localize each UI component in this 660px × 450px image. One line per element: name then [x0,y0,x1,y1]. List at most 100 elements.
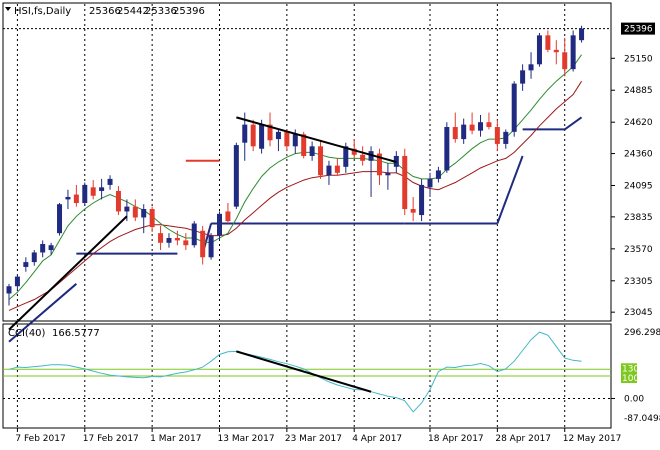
candle-body-up [191,223,197,246]
candle-body-down [376,153,382,176]
trendline [8,215,128,331]
candle-body-down [486,122,492,128]
cci-min-label: -87.0498 [624,414,660,424]
candle-body-down [452,127,458,140]
candle-body-up [275,131,281,140]
cci-zero-label: 0.00 [624,394,644,404]
candle-body-down [250,124,256,147]
channel-stop-segment [496,155,524,224]
candle-body-up [503,131,509,144]
candle-body-down [553,49,559,53]
candle-body-up [23,262,29,267]
symbol-label: HSI,fs,Daily [14,6,71,17]
x-axis-tick-label: 12 May 2017 [563,434,622,444]
candle-body-down [158,233,164,243]
price-axis-label: 24885 [624,86,653,96]
candle-body-down [360,154,366,161]
ohlc-open: 25366 [89,6,121,17]
ohlc-close: 25396 [173,6,205,17]
x-axis-tick-label: 1 Mar 2017 [150,434,201,444]
candle-body-up [166,237,172,243]
candle-body-down [73,194,79,204]
candle-body-down [334,165,340,173]
candle-body-up [309,146,315,156]
candle-body-down [410,209,416,213]
candle-body-down [200,230,206,258]
candle-body-up [14,276,20,287]
candle-body-up [6,286,12,294]
cci-name-label: CCI(40) [8,328,46,339]
cci-max-label: 296.2986 [624,328,660,338]
candle-body-down [284,131,290,147]
candle-body-up [528,64,534,71]
candle-body-down [562,52,568,70]
channel-stop-segment [8,283,78,343]
candle-body-down [174,237,180,241]
axes: 7 Feb 2017 17 Feb 2017 1 Mar 2017 13 Mar 20… [15,22,660,444]
candle-body-down [351,148,357,155]
candle-body-up [233,145,239,207]
candle-body-up [82,184,88,204]
candle-body-up [385,172,391,176]
candle-body-down [318,146,324,176]
candle-body-up [343,146,349,167]
candle-body-up [57,204,63,234]
x-axis-tick-label: 13 Mar 2017 [218,434,275,444]
candle-body-up [511,83,517,132]
dropdown-arrow-icon[interactable] [5,7,11,11]
candle-body-down [225,211,231,222]
channel-stop-segment [564,116,583,131]
candle-body-up [141,209,147,218]
cci-level-low-label: 100 [622,374,639,384]
trendlines [8,116,397,331]
price-axis-label: 23305 [624,277,653,287]
candle-body-up [208,235,214,258]
moving-average-green-line [8,54,583,300]
candle-body-up [427,178,433,188]
candles [6,25,585,306]
candle-body-down [494,127,500,144]
candle-body-down [132,206,138,218]
candle-body-up [579,28,585,41]
candle-body-down [183,240,189,246]
price-axis-label: 23570 [624,245,653,255]
price-axis-label: 24620 [624,118,653,128]
candle-body-down [469,124,475,131]
cci-line [8,331,582,413]
candle-body-down [149,209,155,228]
candle-body-down [115,190,121,212]
candle-body-up [124,206,130,212]
candle-body-down [402,155,408,210]
candle-body-up [217,213,222,236]
ohlc-high: 25442 [117,6,149,17]
cci-trendline [236,350,372,393]
candle-body-down [545,35,551,50]
price-axis-label: 25150 [624,54,653,64]
moving-averages [8,54,583,311]
current-price-tag-label: 25396 [624,25,653,35]
candle-body-down [267,124,273,141]
candle-body-up [419,184,425,216]
candle-body-up [48,245,54,251]
x-axis-tick-label: 28 Apr 2017 [495,434,551,444]
candle-body-up [40,244,46,253]
candle-body-up [444,127,450,171]
candle-body-up [65,196,71,200]
x-axis-tick-label: 4 Apr 2017 [352,434,402,444]
candle-body-up [570,35,576,70]
candle-body-down [301,134,307,156]
price-axis-label: 23045 [624,308,653,318]
cci-level-high-label: 130 [622,364,639,374]
price-axis-label: 23835 [624,213,653,223]
ohlc-low: 25336 [145,6,177,17]
candle-body-up [435,170,441,179]
cci-value-label: 166.5777 [52,328,100,339]
candle-body-up [520,70,526,84]
trendline [236,116,397,163]
cci-level-low-tag [621,372,637,384]
candle-body-up [99,187,105,191]
x-axis-tick-label: 18 Apr 2017 [428,434,484,444]
candle-body-down [90,187,96,196]
candle-body-up [242,124,248,143]
